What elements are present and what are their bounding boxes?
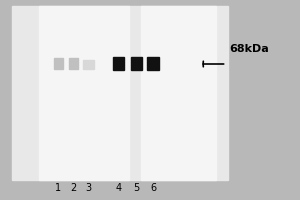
Bar: [131, 57, 142, 70]
Bar: [147, 57, 159, 70]
Text: 4: 4: [116, 183, 122, 193]
Bar: [113, 57, 124, 70]
Text: 68kDa: 68kDa: [230, 44, 269, 54]
Bar: [141, 6, 216, 180]
Bar: [12, 6, 228, 180]
Text: 6: 6: [150, 183, 156, 193]
Text: 3: 3: [85, 183, 91, 193]
Bar: [54, 58, 63, 69]
Text: 1: 1: [56, 183, 62, 193]
Bar: [83, 60, 94, 69]
Text: 2: 2: [70, 183, 76, 193]
Bar: [69, 58, 78, 69]
Text: 5: 5: [134, 183, 140, 193]
Bar: [39, 6, 129, 180]
